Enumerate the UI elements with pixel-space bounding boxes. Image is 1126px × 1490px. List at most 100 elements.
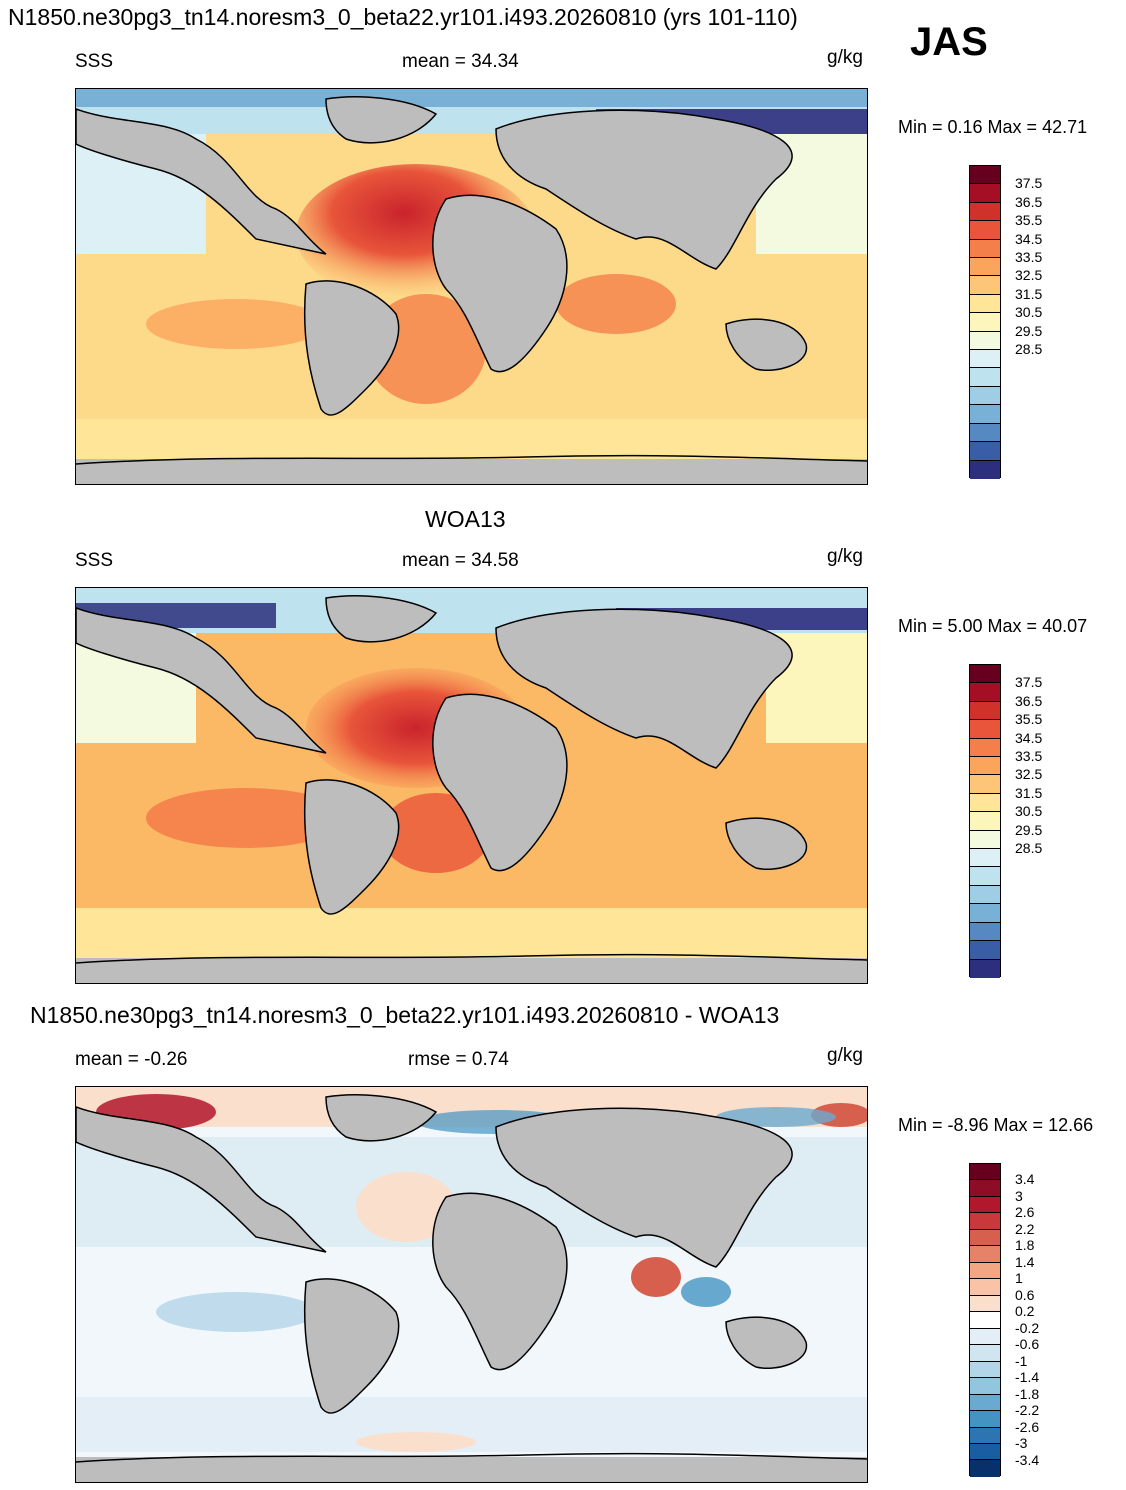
sss-colorbar-2-swatch xyxy=(970,701,1000,721)
panel3-rmse-label: rmse = 0.74 xyxy=(408,1049,509,1070)
sss-colorbar-2-tick-label: 28.5 xyxy=(1015,840,1043,857)
sss-colorbar-1-swatch xyxy=(970,258,1000,277)
diff-colorbar-swatch xyxy=(970,1427,1000,1444)
sss-colorbar-1-tick-label: 31.5 xyxy=(1015,285,1043,302)
diff-colorbar-tick-label: 2.6 xyxy=(1015,1204,1035,1221)
sss-colorbar-2-swatch xyxy=(970,922,1000,942)
sss-colorbar-2-tick-label: 29.5 xyxy=(1015,821,1043,838)
sss-colorbar-2-tick-label: 32.5 xyxy=(1015,766,1043,783)
diff-colorbar-tick-label: 0.2 xyxy=(1015,1303,1035,1320)
diff-colorbar-swatch xyxy=(970,1411,1000,1428)
diff-colorbar-tick-label: -1 xyxy=(1015,1352,1028,1369)
panel2-map xyxy=(75,587,868,984)
panel2-mean-label: mean = 34.58 xyxy=(402,550,519,571)
season-label: JAS xyxy=(910,20,988,64)
sss-colorbar-1-swatch xyxy=(970,460,1000,479)
sss-colorbar-1-swatch xyxy=(970,386,1000,406)
sss-colorbar-2-swatch xyxy=(970,757,1000,776)
panel1-minmax: Min = 0.16 Max = 42.71 xyxy=(898,117,1088,137)
diff-colorbar-swatch xyxy=(970,1229,1000,1247)
sss-colorbar-2-swatch xyxy=(970,812,1000,831)
sss-colorbar-2-swatch xyxy=(970,941,1000,960)
diff-colorbar-tick-label: -2.6 xyxy=(1015,1418,1040,1435)
diff-colorbar-tick-label: -0.6 xyxy=(1015,1336,1040,1353)
panel1-variable-label: SSS xyxy=(75,51,114,72)
diff-colorbar-swatch xyxy=(970,1279,1000,1296)
panel3-minmax: Min = -8.96 Max = 12.66 xyxy=(898,1115,1094,1135)
sss-colorbar-1-swatch xyxy=(970,368,1000,387)
sss-colorbar-1-swatch xyxy=(970,276,1000,295)
sss-colorbar-1-tick-label: 35.5 xyxy=(1015,212,1043,229)
panel2-heading: WOA13 xyxy=(425,506,506,532)
panel3-heading: N1850.ne30pg3_tn14.noresm3_0_beta22.yr10… xyxy=(30,1002,780,1028)
sss-colorbar-2-tick-label: 30.5 xyxy=(1015,803,1043,820)
sss-colorbar-2-swatch xyxy=(970,683,1000,702)
sss-colorbar-2-swatch xyxy=(970,665,1000,684)
sss-colorbar-1-tick-label: 32.5 xyxy=(1015,267,1043,284)
figure-title: N1850.ne30pg3_tn14.noresm3_0_beta22.yr10… xyxy=(8,4,798,30)
sss-colorbar-2 xyxy=(969,664,1001,978)
diff-colorbar-tick-label: 2.2 xyxy=(1015,1220,1035,1237)
sss-colorbar-1-swatch xyxy=(970,405,1000,424)
sss-colorbar-2-tick-label: 37.5 xyxy=(1015,674,1043,691)
sss-colorbar-1-swatch xyxy=(970,294,1000,314)
sss-colorbar-2-tick-label: 35.5 xyxy=(1015,711,1043,728)
diff-colorbar-swatch xyxy=(970,1394,1000,1412)
diff-colorbar-swatch xyxy=(970,1295,1000,1313)
panel3-mean-label: mean = -0.26 xyxy=(75,1049,188,1070)
panel2-units: g/kg xyxy=(827,546,863,567)
sss-colorbar-1-swatch xyxy=(970,184,1000,203)
sss-colorbar-2-swatch xyxy=(970,775,1000,794)
diff-colorbar-swatch xyxy=(970,1460,1000,1477)
panel3-map xyxy=(75,1086,868,1483)
sss-colorbar-1-swatch xyxy=(970,202,1000,222)
sss-colorbar-1-swatch xyxy=(970,239,1000,259)
diff-colorbar-swatch xyxy=(970,1164,1000,1181)
panel3-units: g/kg xyxy=(827,1045,863,1066)
sss-colorbar-1-swatch xyxy=(970,313,1000,332)
diff-colorbar-tick-label: -3 xyxy=(1015,1435,1028,1452)
diff-colorbar-tick-label: -3.4 xyxy=(1015,1451,1040,1468)
diff-colorbar-tick-label: 1.4 xyxy=(1015,1253,1035,1270)
sss-colorbar-1-tick-label: 33.5 xyxy=(1015,249,1043,266)
sss-colorbar-1-tick-label: 30.5 xyxy=(1015,304,1043,321)
sss-colorbar-2-tick-label: 33.5 xyxy=(1015,748,1043,765)
sss-colorbar-2-tick-label: 31.5 xyxy=(1015,784,1043,801)
sss-colorbar-2-swatch xyxy=(970,959,1000,978)
sss-colorbar-1-tick-label: 28.5 xyxy=(1015,341,1043,358)
sss-colorbar-1-tick-label: 37.5 xyxy=(1015,175,1043,192)
diff-colorbar-swatch xyxy=(970,1262,1000,1280)
diff-colorbar-swatch xyxy=(970,1213,1000,1230)
diff-colorbar-swatch xyxy=(970,1361,1000,1379)
sss-colorbar-2-tick-label: 36.5 xyxy=(1015,692,1043,709)
sss-colorbar-1-swatch xyxy=(970,166,1000,185)
diff-colorbar-swatch xyxy=(970,1328,1000,1346)
sss-colorbar-2-swatch xyxy=(970,885,1000,905)
panel1-units: g/kg xyxy=(827,47,863,68)
sss-colorbar-1-tick-label: 36.5 xyxy=(1015,193,1043,210)
diff-colorbar-swatch xyxy=(970,1312,1000,1329)
diff-colorbar-tick-label: 3.4 xyxy=(1015,1171,1035,1188)
diff-colorbar-swatch xyxy=(970,1443,1000,1461)
diff-colorbar-swatch xyxy=(970,1345,1000,1362)
diff-colorbar-swatch xyxy=(970,1196,1000,1214)
diff-colorbar-tick-label: -1.8 xyxy=(1015,1385,1040,1402)
panel2-variable-label: SSS xyxy=(75,550,114,571)
diff-colorbar-tick-label: -2.2 xyxy=(1015,1402,1040,1419)
panel1-map xyxy=(75,88,868,485)
sss-colorbar-2-tick-label: 34.5 xyxy=(1015,729,1043,746)
diff-colorbar-tick-label: -0.2 xyxy=(1015,1319,1040,1336)
sss-colorbar-2-swatch xyxy=(970,867,1000,886)
diff-colorbar-tick-label: 3 xyxy=(1015,1187,1023,1204)
panel2-minmax: Min = 5.00 Max = 40.07 xyxy=(898,616,1088,636)
sss-colorbar-1-swatch xyxy=(970,331,1000,351)
diff-colorbar xyxy=(969,1163,1001,1477)
panel1-mean-label: mean = 34.34 xyxy=(402,51,519,72)
diff-colorbar-swatch xyxy=(970,1246,1000,1263)
sss-colorbar-2-swatch xyxy=(970,793,1000,813)
sss-colorbar-2-swatch xyxy=(970,720,1000,739)
sss-colorbar-1 xyxy=(969,165,1001,479)
sss-colorbar-2-swatch xyxy=(970,738,1000,758)
sss-colorbar-2-swatch xyxy=(970,849,1000,868)
sss-colorbar-1-swatch xyxy=(970,442,1000,461)
